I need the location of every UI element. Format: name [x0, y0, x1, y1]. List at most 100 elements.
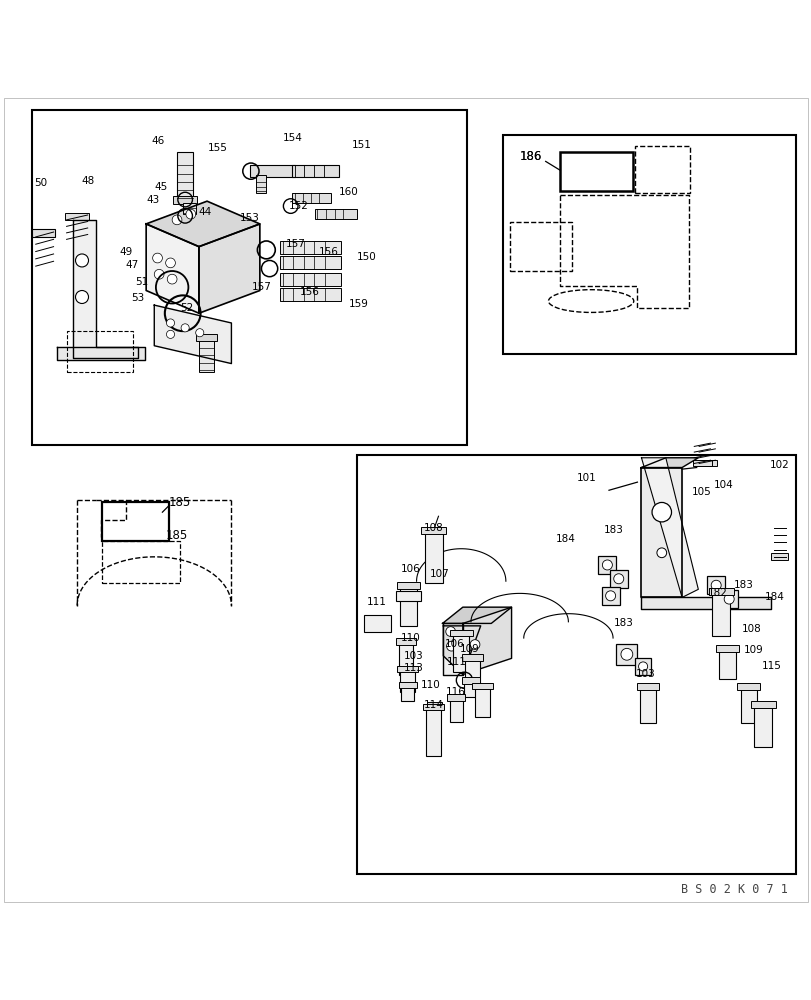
Polygon shape [443, 626, 480, 675]
Bar [280, 241, 341, 254]
Bar [471, 683, 492, 689]
Bar [65, 213, 89, 220]
Bar [280, 273, 341, 286]
Bar [634, 658, 650, 675]
Text: 48: 48 [81, 176, 94, 186]
Bar [753, 705, 771, 747]
Text: 115: 115 [761, 661, 780, 671]
Text: 107: 107 [429, 569, 448, 579]
Circle shape [620, 648, 632, 660]
Text: 111: 111 [367, 597, 386, 607]
Bar [250, 165, 294, 177]
Text: 111: 111 [446, 657, 466, 667]
Bar [634, 146, 689, 193]
Bar [598, 556, 616, 574]
Bar [173, 196, 197, 204]
Text: 157: 157 [285, 239, 305, 249]
Text: 46: 46 [152, 136, 165, 146]
Bar [102, 502, 169, 541]
Bar [424, 530, 442, 583]
Circle shape [656, 548, 666, 558]
Bar [397, 582, 419, 589]
Text: 53: 53 [131, 293, 144, 303]
Bar [398, 682, 416, 688]
Circle shape [75, 254, 88, 267]
Bar [397, 666, 418, 672]
Bar [315, 209, 357, 219]
Bar [280, 288, 341, 301]
Bar [453, 633, 469, 672]
Bar [636, 683, 659, 690]
Text: 106: 106 [444, 639, 464, 649]
Text: B S 0 2 K 0 7 1: B S 0 2 K 0 7 1 [680, 883, 787, 896]
Text: 109: 109 [743, 645, 762, 655]
Circle shape [457, 633, 467, 643]
Text: 185: 185 [169, 496, 191, 509]
Bar [639, 686, 655, 723]
Polygon shape [57, 347, 144, 360]
Bar [736, 683, 759, 690]
Text: 109: 109 [459, 644, 478, 654]
Text: 156: 156 [300, 287, 320, 297]
Bar [199, 338, 213, 372]
Bar [395, 638, 416, 645]
Text: 101: 101 [577, 473, 596, 483]
Circle shape [195, 329, 204, 337]
Text: 186: 186 [519, 150, 542, 163]
Circle shape [602, 560, 611, 570]
Bar [509, 222, 571, 271]
Bar [280, 256, 341, 269]
Text: 102: 102 [769, 460, 788, 470]
Bar [32, 110, 466, 445]
Bar [461, 677, 479, 684]
Bar [770, 553, 787, 560]
Text: 114: 114 [423, 700, 443, 710]
Bar [711, 591, 729, 636]
Text: 51: 51 [135, 277, 148, 287]
Text: 45: 45 [154, 182, 167, 192]
Circle shape [445, 627, 455, 636]
Text: 182: 182 [707, 588, 727, 598]
Text: 154: 154 [282, 133, 302, 143]
Bar [719, 590, 737, 608]
Bar [177, 152, 193, 201]
Circle shape [165, 258, 175, 268]
Text: 183: 183 [613, 618, 633, 628]
Bar [401, 685, 414, 701]
Text: 183: 183 [603, 525, 623, 535]
Text: 185: 185 [165, 529, 188, 542]
Text: 47: 47 [126, 260, 139, 270]
Bar [461, 654, 483, 661]
Polygon shape [641, 468, 681, 597]
Bar [465, 658, 479, 684]
Bar [195, 334, 217, 341]
Polygon shape [641, 458, 697, 468]
Polygon shape [462, 607, 511, 675]
Text: 103: 103 [635, 669, 654, 679]
Bar [421, 527, 445, 534]
Bar [427, 702, 441, 709]
Bar [697, 460, 716, 466]
Bar [708, 588, 732, 595]
Bar [706, 576, 724, 594]
Circle shape [154, 269, 164, 279]
Bar [609, 570, 627, 588]
Bar [423, 704, 444, 710]
Circle shape [166, 330, 174, 338]
Text: 186: 186 [519, 150, 542, 163]
Circle shape [613, 574, 623, 584]
Circle shape [710, 580, 720, 590]
Circle shape [186, 209, 195, 219]
Text: 116: 116 [445, 687, 465, 697]
Bar [616, 644, 637, 665]
Polygon shape [442, 623, 462, 675]
Bar [67, 331, 133, 372]
Text: 43: 43 [146, 195, 159, 205]
Circle shape [172, 215, 182, 225]
Bar [715, 645, 738, 652]
Circle shape [723, 594, 733, 604]
Bar [398, 641, 413, 675]
Text: 183: 183 [733, 580, 753, 590]
Bar [32, 229, 55, 237]
Text: 106: 106 [401, 564, 420, 574]
